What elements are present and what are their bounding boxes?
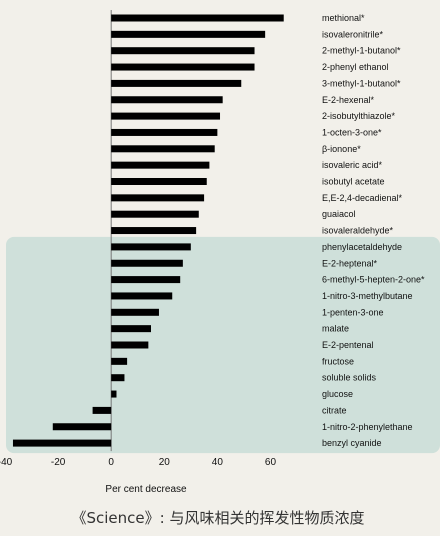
- bar: [111, 390, 117, 398]
- bar: [111, 63, 255, 71]
- bar: [111, 128, 218, 136]
- bar: [111, 79, 242, 87]
- category-label: isovaleronitrile*: [322, 29, 384, 39]
- category-label: benzyl cyanide: [322, 438, 382, 448]
- bar: [111, 112, 221, 120]
- bar: [111, 341, 149, 349]
- x-axis-title: Per cent decrease: [105, 484, 187, 495]
- bar: [111, 14, 284, 22]
- category-label: E-2-pentenal: [322, 340, 374, 350]
- category-label: malate: [322, 324, 349, 334]
- category-label: isobutyl acetate: [322, 177, 385, 187]
- category-label: β-ionone*: [322, 144, 361, 154]
- category-label: methional*: [322, 13, 365, 23]
- bar: [111, 243, 191, 251]
- highlight-region: [6, 236, 440, 454]
- bar: [111, 292, 173, 300]
- bar: [111, 30, 266, 38]
- category-label: E-2-hexenal*: [322, 95, 375, 105]
- category-label: glucose: [322, 389, 353, 399]
- bar: [92, 406, 112, 414]
- bar: [111, 357, 128, 365]
- bar: [111, 47, 255, 55]
- category-label: E,E-2,4-decadienal*: [322, 193, 403, 203]
- category-label: 3-methyl-1-butanol*: [322, 78, 401, 88]
- bar: [111, 325, 151, 333]
- bar: [111, 259, 183, 267]
- category-label: isovaleraldehyde*: [322, 226, 394, 236]
- bar: [111, 178, 207, 185]
- category-label: 2-phenyl ethanol: [322, 62, 389, 72]
- x-tick-label: 0: [108, 457, 114, 468]
- bar: [111, 161, 210, 169]
- category-label: 1-penten-3-one: [322, 307, 384, 317]
- bar: [111, 308, 159, 316]
- figure-caption: 《Science》: 与风味相关的挥发性物质浓度: [72, 509, 365, 527]
- bar: [111, 210, 199, 218]
- category-label: 1-octen-3-one*: [322, 127, 382, 137]
- category-label: 2-methyl-1-butanol*: [322, 46, 401, 56]
- bar: [111, 96, 223, 104]
- category-label: citrate: [322, 405, 347, 415]
- category-label: 2-isobutylthiazole*: [322, 111, 396, 121]
- x-tick-label: -20: [51, 457, 66, 468]
- category-label: isovaleric acid*: [322, 160, 383, 170]
- bar: [12, 439, 112, 447]
- bar: [111, 374, 125, 382]
- category-label: E-2-heptenal*: [322, 258, 378, 268]
- x-ticks-group: -40 -20 0 20 40 60: [0, 457, 276, 468]
- bar: [111, 194, 205, 202]
- category-label: phenylacetaldehyde: [322, 242, 402, 252]
- bars-group: [12, 14, 284, 447]
- x-tick-label: 60: [265, 457, 277, 468]
- bar: [111, 227, 197, 235]
- category-label: guaiacol: [322, 209, 356, 219]
- category-label: fructose: [322, 356, 354, 366]
- category-label: 6-methyl-5-hepten-2-one*: [322, 275, 425, 285]
- bar: [52, 423, 112, 431]
- category-labels-group: methional* isovaleronitrile* 2-methyl-1-bu…: [322, 13, 425, 448]
- x-tick-label: 20: [159, 457, 171, 468]
- category-label: 1-nitro-2-phenylethane: [322, 422, 413, 432]
- x-tick-label: -40: [0, 457, 13, 468]
- bar: [111, 276, 181, 284]
- category-label: 1-nitro-3-methylbutane: [322, 291, 413, 301]
- bar: [111, 145, 215, 153]
- category-label: soluble solids: [322, 373, 377, 383]
- x-tick-label: 40: [212, 457, 224, 468]
